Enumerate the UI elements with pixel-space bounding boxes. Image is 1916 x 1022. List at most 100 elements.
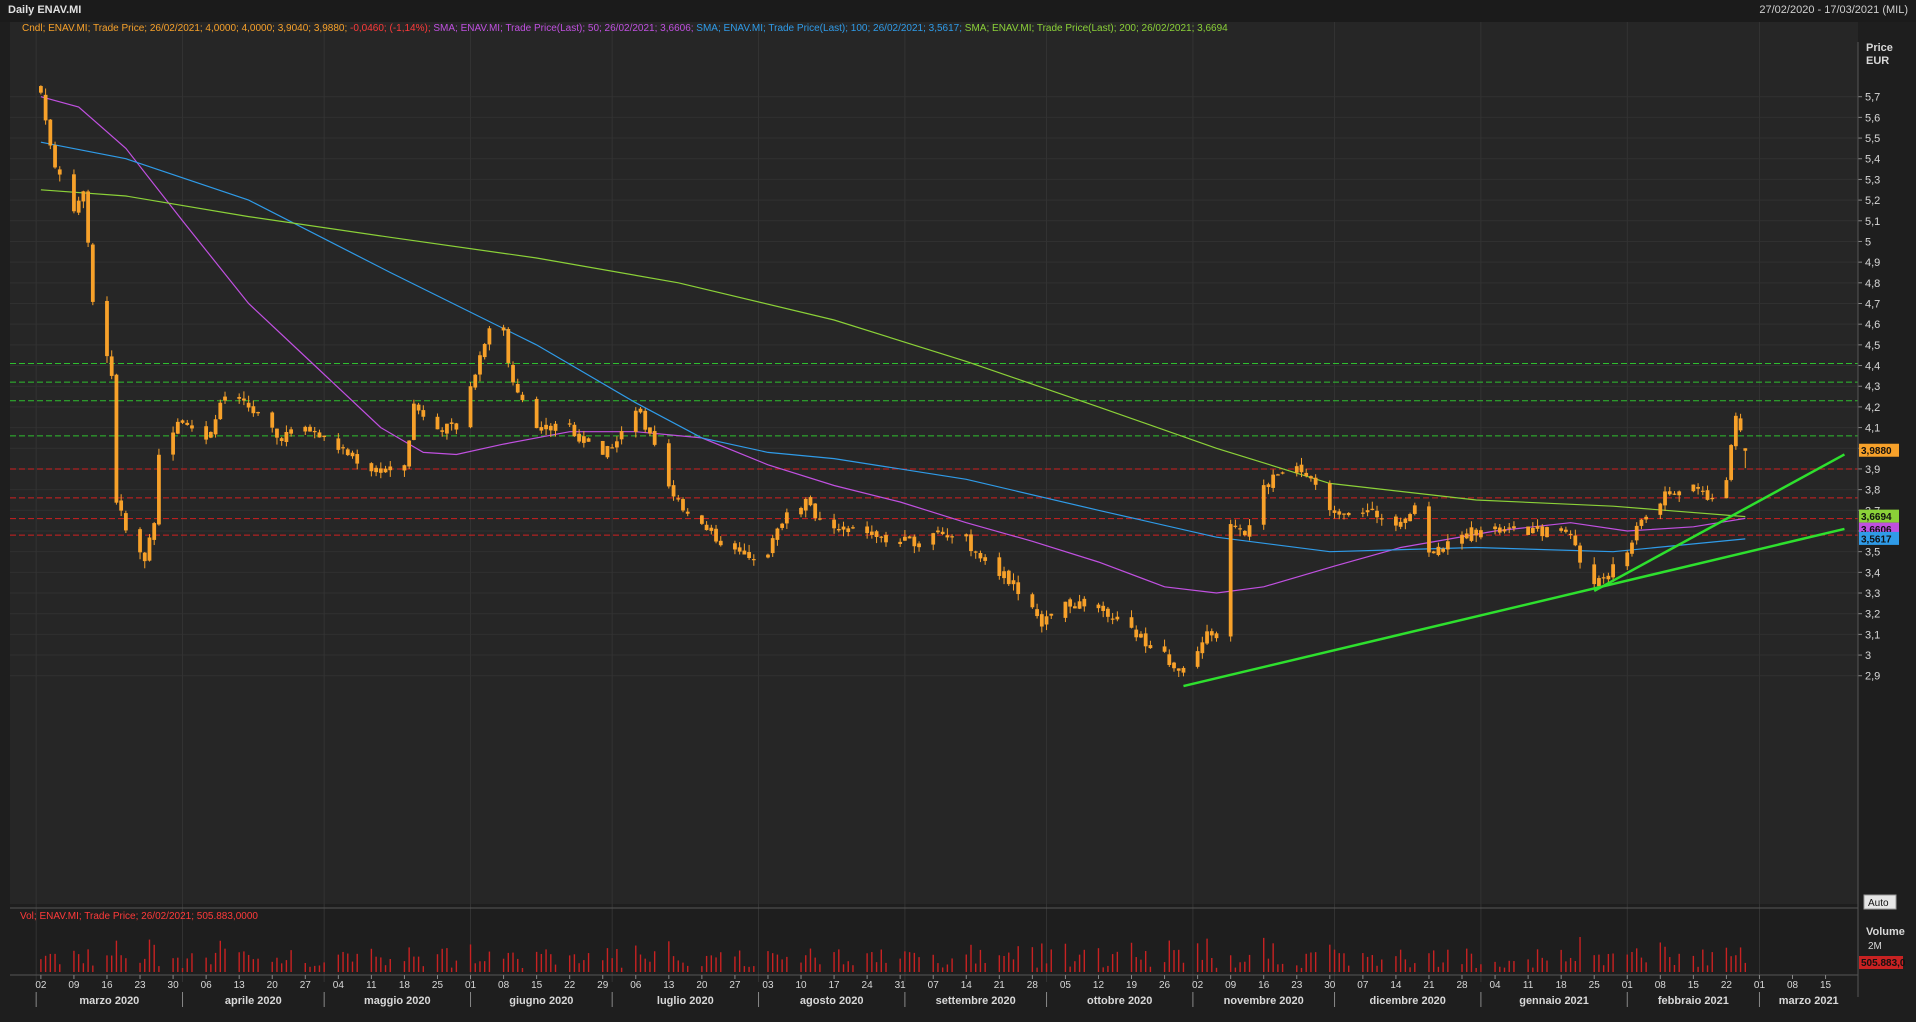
x-tick-label: 05 <box>1060 980 1072 991</box>
candle-body <box>818 518 822 520</box>
candle-body <box>86 191 90 243</box>
candle-body <box>619 431 624 440</box>
candle-body <box>421 410 426 417</box>
x-tick-label: 25 <box>1589 980 1601 991</box>
x-tick-label: 28 <box>1456 980 1468 991</box>
volume-tag-label: 505.883,0 <box>1861 958 1906 969</box>
price-tick-label: 3,9 <box>1865 464 1880 476</box>
candle-body <box>1700 490 1705 492</box>
x-tick-label: 09 <box>1225 980 1237 991</box>
candle-body <box>742 550 747 555</box>
price-tick-label: 5,6 <box>1865 112 1880 124</box>
x-tick-label: 30 <box>1324 980 1336 991</box>
candle-body <box>411 403 416 440</box>
candle-body <box>940 531 945 535</box>
candle-body <box>308 426 312 432</box>
candle-body <box>317 432 322 438</box>
candle-body <box>1724 480 1729 499</box>
price-tick-label: 5,4 <box>1865 154 1880 166</box>
candle-body <box>369 463 374 472</box>
candle-body <box>1606 575 1611 580</box>
candle-body <box>676 498 681 500</box>
candle-body <box>586 438 591 442</box>
candle-body <box>751 559 756 561</box>
candle-body <box>1309 476 1313 479</box>
price-tick-label: 4,8 <box>1865 278 1880 290</box>
candle-body <box>643 410 648 430</box>
moving-averages <box>40 96 1746 594</box>
candle-body <box>109 356 114 376</box>
candle-body <box>279 438 284 442</box>
x-tick-label: 03 <box>762 980 774 991</box>
candle-body <box>648 427 652 434</box>
price-tick-label: 5,2 <box>1865 195 1880 207</box>
candle-body <box>237 397 242 399</box>
auto-scale-button[interactable] <box>1863 894 1897 910</box>
candle-body <box>1441 548 1446 552</box>
candle-body <box>1592 564 1597 585</box>
x-tick-label: 24 <box>862 980 874 991</box>
price-tick-label: 3,1 <box>1865 629 1880 641</box>
candle-body <box>898 541 903 545</box>
candle-body <box>1427 506 1431 553</box>
candle-body <box>865 526 870 534</box>
candle-body <box>1148 645 1153 649</box>
x-tick-label: 19 <box>1126 980 1138 991</box>
candle-body <box>119 500 124 511</box>
x-tick-label: 27 <box>729 980 741 991</box>
candle-body <box>374 467 378 473</box>
candle-body <box>1743 448 1748 451</box>
candle-body <box>714 528 718 542</box>
axes: 5,7 5,6 5,5 5,4 5,3 5,2 5,1 5 4,9 4,8 4,7 4,6 4,5 4,4… <box>10 42 1906 1007</box>
price-tag-label: 3,9880 <box>1861 446 1892 457</box>
candle-body <box>1096 604 1101 609</box>
candle-body <box>1672 493 1677 495</box>
candle-body <box>1030 594 1035 608</box>
x-tick-label: 08 <box>1787 980 1799 991</box>
candle-body <box>1696 486 1700 489</box>
price-chart[interactable]: 5,7 5,6 5,5 5,4 5,3 5,2 5,1 5 4,9 4,8 4,7 4,6 4,5 4,4… <box>0 22 1916 1022</box>
candle-body <box>378 468 383 473</box>
candle-body <box>917 543 921 548</box>
month-label: marzo 2020 <box>79 995 139 1007</box>
candle-body <box>251 406 256 414</box>
candle-body <box>1540 526 1545 537</box>
candle-body <box>997 557 1002 576</box>
candle-body <box>1214 633 1219 639</box>
candle-body <box>1365 510 1370 513</box>
candle-body <box>770 538 775 554</box>
candle-body <box>841 526 846 530</box>
candle-body <box>520 394 525 401</box>
legend-entry: Cndl; ENAV.MI; Trade Price; 26/02/2021; … <box>22 23 347 34</box>
candle-body <box>1601 577 1606 579</box>
candle-body <box>1507 527 1512 529</box>
candle-body <box>1134 629 1139 638</box>
candle-body <box>303 426 308 432</box>
price-tick-label: 4,3 <box>1865 381 1880 393</box>
candle-body <box>345 449 350 456</box>
price-tick-label: 2,9 <box>1865 671 1880 683</box>
x-tick-label: 21 <box>1423 980 1435 991</box>
price-plot-area[interactable] <box>10 22 1858 904</box>
candle-body <box>142 552 147 562</box>
candle-body <box>1379 518 1384 520</box>
candle-body <box>1011 580 1016 585</box>
candle-body <box>685 511 690 514</box>
price-tag-label: 3,5617 <box>1861 534 1892 545</box>
candle-body <box>114 374 119 503</box>
candle-body <box>218 402 223 420</box>
horizontal-levels <box>10 362 1858 536</box>
candle-body <box>1639 519 1644 526</box>
price-tick-label: 4,5 <box>1865 340 1880 352</box>
candle-body <box>416 404 421 411</box>
x-tick-label: 15 <box>1820 980 1832 991</box>
candle-body <box>1677 491 1682 496</box>
candle-body <box>1063 601 1068 618</box>
price-tick-label: 5,1 <box>1865 216 1880 228</box>
volume-legend: Vol; ENAV.MI; Trade Price; 26/02/2021; 5… <box>20 911 258 922</box>
x-tick-label: 07 <box>928 980 940 991</box>
candle-body <box>799 507 803 515</box>
candle-body <box>1139 633 1143 638</box>
candle-body <box>1412 505 1417 514</box>
x-tick-label: 18 <box>399 980 411 991</box>
